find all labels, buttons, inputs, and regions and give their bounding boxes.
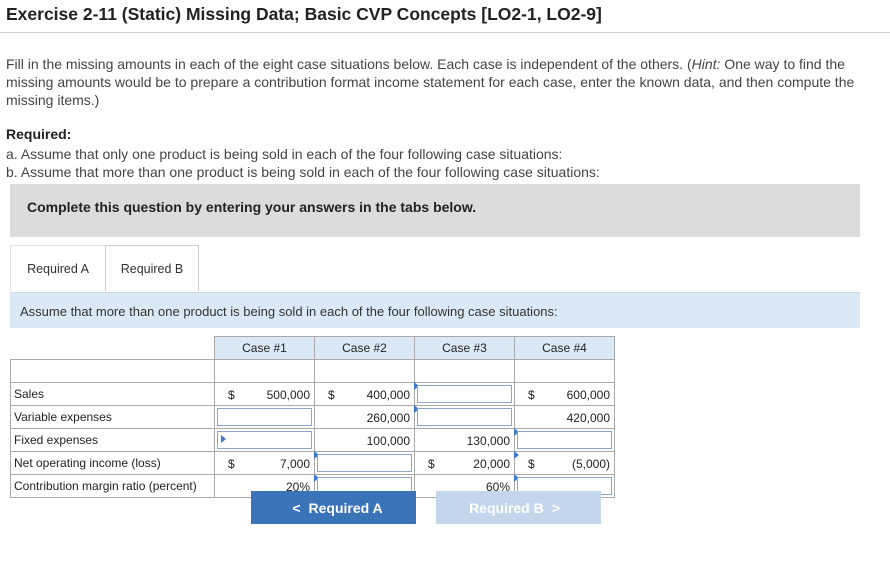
noi-case-1: $7,000 (214, 451, 319, 475)
table-row-fixed: Fixed expenses 100,000 130,000 (10, 428, 615, 452)
sales-case-1: $500,000 (214, 382, 315, 406)
table-gap-row (10, 359, 615, 383)
tab-instruction-text: Assume that more than one product is bei… (20, 304, 558, 319)
row-label-noi: Net operating income (loss) (10, 451, 215, 475)
fixed-case-2: 100,000 (314, 428, 415, 452)
sales-case-3-input[interactable] (417, 385, 512, 403)
fixed-case-2-value: 100,000 (366, 434, 410, 448)
sales-case-2-value: 400,000 (366, 388, 410, 402)
noi-case-2-input[interactable] (317, 454, 412, 472)
fixed-case-3-value: 130,000 (466, 434, 510, 448)
fixed-case-1 (214, 428, 315, 452)
sales-case-1-value: 500,000 (266, 388, 310, 402)
noi-case-4-value: (5,000) (571, 457, 610, 471)
intro-before-hint: Fill in the missing amounts in each of t… (6, 56, 692, 72)
sales-case-3 (414, 382, 515, 406)
table-row-sales: Sales $500,000 $400,000 $600,000 (10, 382, 615, 406)
noi-case-1-value: 7,000 (279, 457, 310, 471)
variable-case-1-input[interactable] (217, 408, 312, 426)
tab-instruction: Assume that more than one product is bei… (10, 292, 860, 328)
header-blank (11, 337, 215, 360)
fixed-case-4 (514, 428, 615, 452)
table-row-noi: Net operating income (loss) $7,000 $20,0… (10, 451, 615, 475)
variable-case-4: 420,000 (514, 405, 615, 429)
sales-case-4: $600,000 (514, 382, 615, 406)
sales-case-2: $400,000 (314, 382, 419, 406)
dollar-sign: $ (428, 457, 435, 471)
intro-text: Fill in the missing amounts in each of t… (6, 55, 878, 109)
table-row-variable: Variable expenses 260,000 420,000 (10, 405, 615, 429)
required-a-text: a. Assume that only one product is being… (6, 146, 563, 162)
variable-case-3 (414, 405, 515, 429)
tab-required-b[interactable]: Required B (105, 245, 199, 291)
input-marker-icon (221, 435, 226, 443)
fixed-case-1-input[interactable] (217, 431, 312, 449)
dollar-sign: $ (228, 457, 235, 471)
table-header-row: Case #1 Case #2 Case #3 Case #4 (11, 336, 615, 360)
intro-after-hint: One way to find the missing amounts woul… (6, 56, 855, 108)
header-case-2: Case #2 (314, 336, 415, 360)
cvp-table: Case #1 Case #2 Case #3 Case #4 Sales $5… (10, 336, 615, 498)
dollar-sign: $ (528, 457, 535, 471)
fixed-case-3: 130,000 (414, 428, 519, 452)
variable-case-3-input[interactable] (417, 408, 512, 426)
header-case-4: Case #4 (514, 336, 615, 360)
row-label-variable: Variable expenses (10, 405, 215, 429)
row-label-sales: Sales (10, 382, 215, 406)
variable-case-2-value: 260,000 (366, 411, 410, 425)
variable-case-4-value: 420,000 (566, 411, 610, 425)
sales-case-4-value: 600,000 (566, 388, 610, 402)
prev-required-a-button[interactable]: < Required A (251, 491, 416, 524)
tab-required-a[interactable]: Required A (10, 245, 105, 291)
noi-case-4: $ (5,000) (514, 451, 615, 475)
noi-case-2 (314, 451, 415, 475)
noi-case-3: $20,000 (414, 451, 519, 475)
dollar-sign: $ (528, 388, 535, 402)
header-case-1: Case #1 (214, 336, 315, 360)
chevron-right-icon: > (551, 499, 560, 516)
variable-case-1 (214, 405, 315, 429)
required-b-text: b. Assume that more than one product is … (6, 164, 600, 180)
row-label-fixed: Fixed expenses (10, 428, 215, 452)
cmr-case-1-value: 20% (285, 480, 310, 494)
prev-button-label: Required A (308, 499, 383, 516)
page-title: Exercise 2-11 (Static) Missing Data; Bas… (6, 4, 602, 24)
banner-text: Complete this question by entering your … (27, 199, 477, 215)
noi-case-3-value: 20,000 (473, 457, 510, 471)
required-title: Required: (6, 126, 72, 142)
variable-case-2: 260,000 (314, 405, 419, 429)
dollar-sign: $ (328, 388, 335, 402)
chevron-left-icon: < (292, 499, 301, 516)
dollar-sign: $ (228, 388, 235, 402)
instructions-banner: Complete this question by entering your … (10, 184, 860, 237)
hint-label: Hint: (691, 56, 721, 72)
fixed-case-4-input[interactable] (517, 431, 612, 449)
header-case-3: Case #3 (414, 336, 515, 360)
title-divider (0, 32, 890, 33)
next-required-b-button[interactable]: Required B > (436, 491, 601, 524)
next-button-label: Required B (469, 499, 544, 516)
row-label-cmr: Contribution margin ratio (percent) (10, 474, 215, 498)
cmr-case-3-value: 60% (485, 480, 510, 494)
